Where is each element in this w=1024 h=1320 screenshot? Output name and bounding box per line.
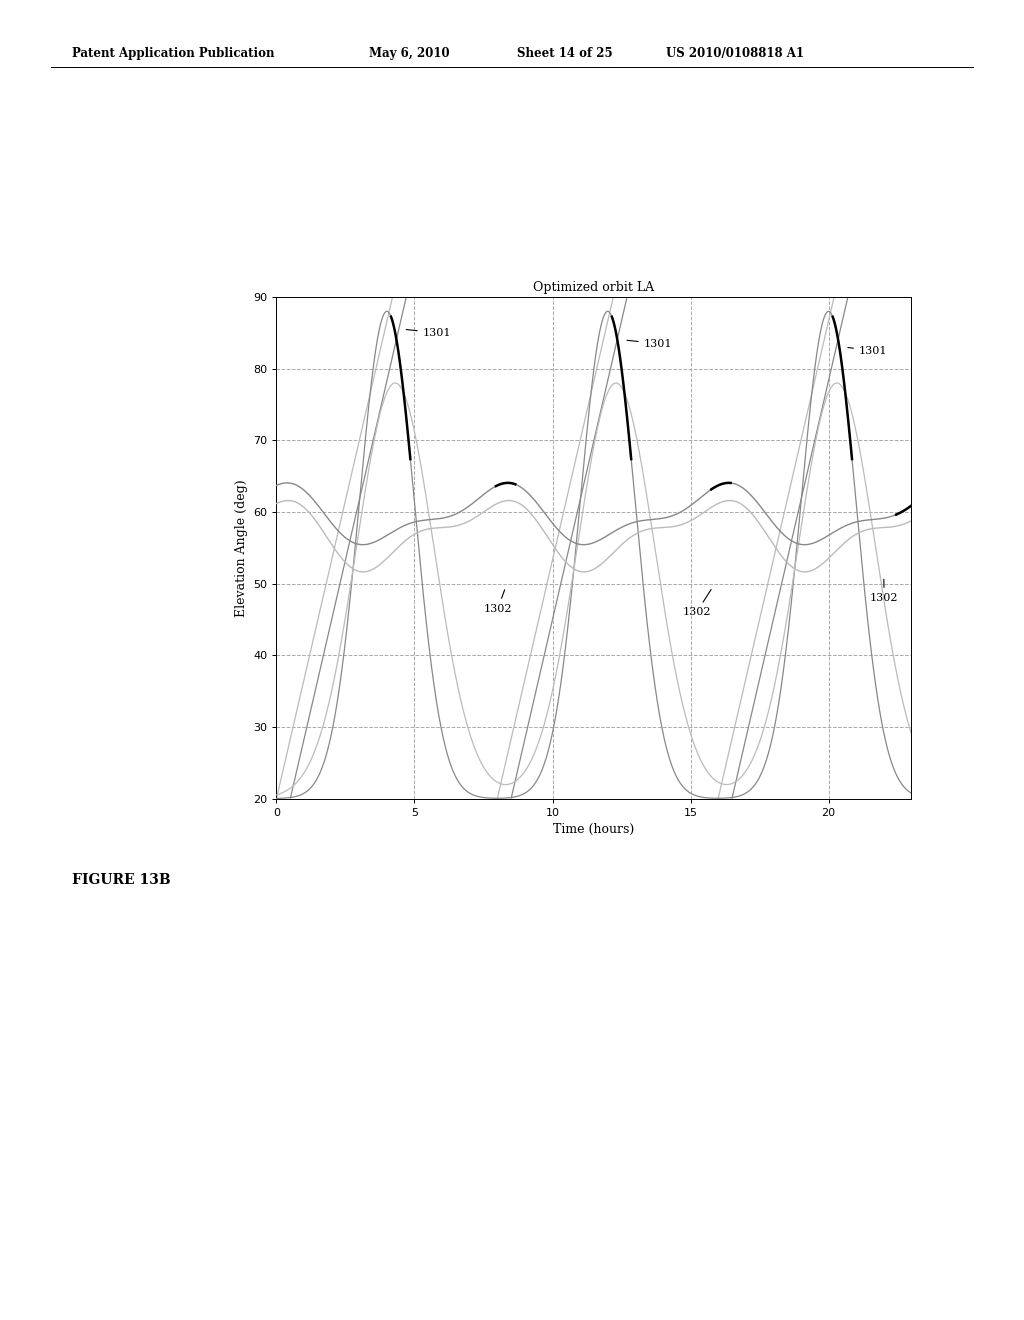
Text: 1301: 1301	[848, 346, 888, 356]
Text: US 2010/0108818 A1: US 2010/0108818 A1	[666, 46, 804, 59]
Text: 1302: 1302	[483, 590, 512, 614]
Text: 1302: 1302	[682, 590, 711, 618]
Text: May 6, 2010: May 6, 2010	[369, 46, 450, 59]
Y-axis label: Elevation Angle (deg): Elevation Angle (deg)	[234, 479, 248, 616]
Text: 1302: 1302	[870, 579, 898, 603]
Title: Optimized orbit LA: Optimized orbit LA	[534, 281, 654, 294]
Text: 1301: 1301	[407, 327, 452, 338]
Text: 1301: 1301	[627, 338, 672, 348]
Text: FIGURE 13B: FIGURE 13B	[72, 874, 170, 887]
Text: Patent Application Publication: Patent Application Publication	[72, 46, 274, 59]
Text: Sheet 14 of 25: Sheet 14 of 25	[517, 46, 612, 59]
X-axis label: Time (hours): Time (hours)	[553, 824, 635, 836]
